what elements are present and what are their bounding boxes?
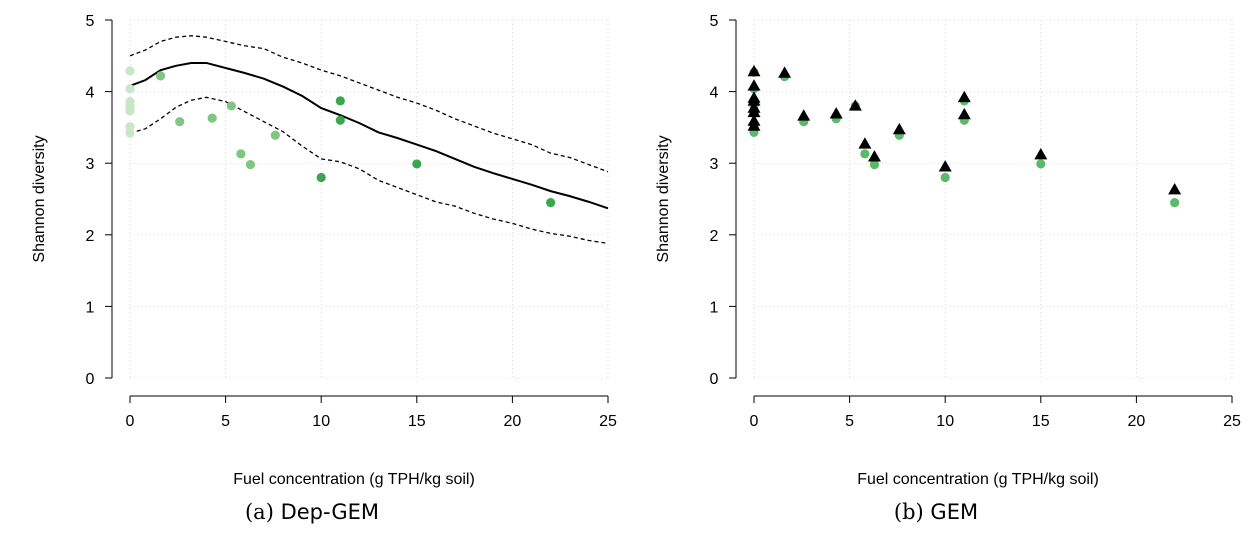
y-tick-label: 0 bbox=[86, 371, 95, 388]
x-tick-label: 5 bbox=[221, 413, 230, 430]
y-tick-label: 0 bbox=[710, 371, 719, 388]
data-point bbox=[860, 149, 870, 159]
caption-a: (a) Dep-GEM bbox=[0, 500, 624, 524]
data-point bbox=[412, 159, 422, 169]
x-tick-label: 25 bbox=[599, 413, 617, 430]
x-axis-label: Fuel concentration (g TPH/kg soil) bbox=[233, 471, 475, 488]
y-tick-label: 3 bbox=[710, 156, 719, 173]
data-point bbox=[125, 106, 135, 116]
y-tick-label: 5 bbox=[86, 13, 95, 30]
x-tick-label: 5 bbox=[845, 413, 854, 430]
panel-b: 0 5 10 15 20 25 0 1 2 3 4 5 Fuel concentration (g TP… bbox=[624, 0, 1248, 539]
predicted-point bbox=[747, 94, 761, 106]
data-point bbox=[236, 149, 246, 159]
data-point bbox=[335, 96, 345, 106]
data-point bbox=[207, 113, 217, 123]
data-point bbox=[1170, 197, 1180, 208]
caption-b: (b) GEM bbox=[624, 500, 1248, 524]
caption-label: (a) bbox=[244, 500, 274, 524]
predicted-point bbox=[957, 107, 971, 120]
x-tick-label: 10 bbox=[936, 413, 954, 430]
predicted-point bbox=[1034, 147, 1048, 160]
data-point bbox=[226, 101, 236, 111]
x-tick-label: 0 bbox=[750, 413, 759, 430]
predicted-point bbox=[747, 79, 761, 91]
x-tick-label: 10 bbox=[312, 413, 330, 430]
data-point bbox=[546, 197, 556, 208]
y-tick-label: 2 bbox=[86, 228, 95, 245]
x-tick-label: 20 bbox=[1128, 413, 1146, 430]
caption-name: GEM bbox=[930, 500, 979, 524]
mean-curve-line bbox=[129, 61, 609, 210]
x-tick-label: 15 bbox=[1032, 413, 1050, 430]
y-tick-label: 3 bbox=[86, 156, 95, 173]
predicted-point bbox=[1168, 183, 1182, 195]
data-point bbox=[869, 160, 880, 170]
predicted-point bbox=[892, 122, 906, 135]
data-point bbox=[245, 160, 256, 170]
y-tick-label: 5 bbox=[710, 13, 719, 30]
data-point bbox=[125, 128, 135, 138]
y-tick-label: 1 bbox=[710, 299, 719, 316]
x-axis-label: Fuel concentration (g TPH/kg soil) bbox=[857, 471, 1099, 488]
panel-a: 0 5 10 15 20 25 0 1 2 3 4 5 Fuel concentration (g TP… bbox=[0, 13, 624, 524]
predicted-point bbox=[848, 99, 862, 111]
y-tick-label: 4 bbox=[86, 85, 95, 102]
caption-name: Dep-GEM bbox=[280, 500, 380, 524]
caption-label: (b) bbox=[893, 500, 924, 524]
data-point bbox=[125, 122, 135, 132]
predicted-point bbox=[747, 105, 761, 118]
predicted-point bbox=[858, 137, 872, 149]
data-point bbox=[155, 71, 166, 81]
x-tick-label: 25 bbox=[1223, 413, 1241, 430]
chart-gem: 0 5 10 15 20 25 0 1 2 3 4 5 Fuel concentration (g TP… bbox=[655, 13, 1241, 488]
y-tick-label: 4 bbox=[710, 85, 719, 102]
data-point bbox=[316, 172, 326, 183]
x-tick-label: 20 bbox=[504, 413, 522, 430]
data-point bbox=[270, 130, 280, 140]
predicted-point bbox=[797, 109, 811, 121]
y-axis-label: Shannon diversity bbox=[31, 135, 48, 262]
lower-band-line bbox=[129, 96, 609, 245]
data-point bbox=[1036, 159, 1046, 169]
upper-band-line bbox=[129, 35, 609, 173]
y-axis-label: Shannon diversity bbox=[655, 135, 672, 262]
predicted-point bbox=[938, 160, 952, 172]
y-tick-label: 2 bbox=[710, 228, 719, 245]
data-point bbox=[125, 66, 135, 76]
predicted-point bbox=[867, 150, 881, 162]
data-point bbox=[335, 115, 345, 125]
predicted-point bbox=[778, 66, 792, 78]
data-point bbox=[125, 84, 135, 94]
y-tick-label: 1 bbox=[86, 299, 95, 316]
data-point bbox=[175, 117, 185, 127]
data-point bbox=[940, 172, 950, 183]
predicted-point bbox=[747, 119, 761, 131]
predicted-point bbox=[957, 90, 971, 103]
x-tick-label: 0 bbox=[126, 413, 135, 430]
chart-dep-gem: 0 5 10 15 20 25 0 1 2 3 4 5 Fuel concentration (g TP… bbox=[31, 13, 617, 488]
predicted-point bbox=[829, 107, 843, 119]
x-tick-label: 15 bbox=[408, 413, 426, 430]
predicted-point bbox=[747, 64, 761, 77]
